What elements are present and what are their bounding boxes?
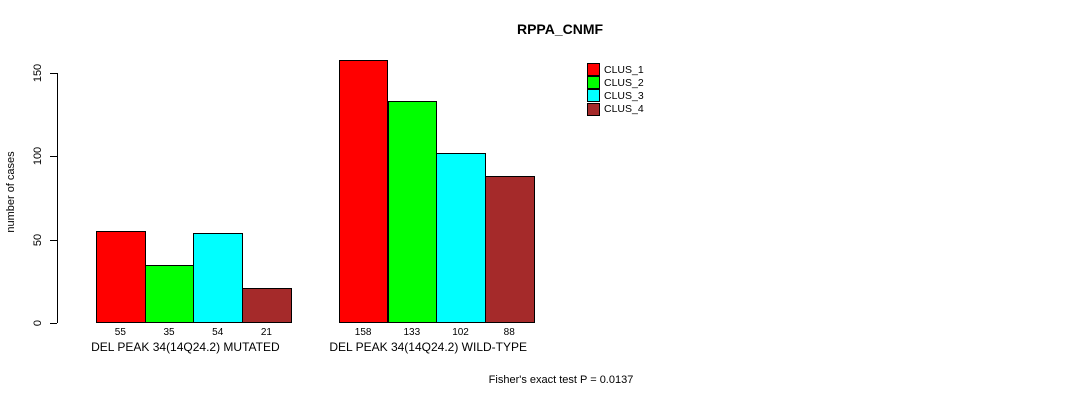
bar (242, 288, 292, 323)
legend-swatch (587, 76, 600, 90)
chart-title: RPPA_CNMF (516, 21, 604, 37)
y-tick (50, 323, 57, 324)
bar-value-label: 35 (163, 327, 175, 338)
bar-value-label: 102 (452, 327, 469, 338)
legend-swatch (587, 63, 600, 77)
bar-value-label: 55 (114, 327, 126, 338)
y-tick (50, 239, 57, 241)
bar (436, 153, 486, 323)
legend-swatch (587, 102, 600, 116)
bar (484, 176, 535, 323)
legend: CLUS_1 CLUS_2 CLUS_3 CLUS_4 (587, 63, 644, 116)
legend-item: CLUS_2 (587, 76, 644, 90)
bar (96, 231, 146, 323)
footnote-text: Fisher's exact test P = 0.0137 (488, 374, 634, 386)
legend-item: CLUS_3 (587, 89, 644, 103)
legend-label: CLUS_3 (604, 89, 644, 102)
y-tick-label: 0 (32, 319, 44, 327)
bar-value-label: 54 (212, 327, 224, 338)
bar-value-label: 158 (354, 327, 372, 338)
y-tick (50, 156, 57, 158)
bar (338, 59, 389, 323)
legend-label: CLUS_1 (604, 63, 644, 76)
bar-value-label: 21 (260, 327, 272, 338)
y-axis-line (57, 73, 58, 323)
y-tick-label: 100 (32, 147, 44, 166)
bar-value-label: 133 (403, 327, 421, 338)
legend-label: CLUS_4 (604, 103, 644, 116)
y-tick-label: 50 (32, 233, 44, 246)
bar-value-label: 88 (503, 327, 515, 338)
legend-item: CLUS_4 (587, 102, 644, 116)
legend-item: CLUS_1 (587, 63, 644, 77)
bar (387, 101, 438, 323)
bar (144, 264, 195, 323)
y-tick (50, 73, 57, 74)
legend-label: CLUS_2 (604, 76, 644, 89)
legend-swatch (587, 89, 600, 103)
y-tick-label: 150 (32, 63, 44, 83)
bar (193, 233, 244, 323)
y-axis-label: number of cases (5, 151, 17, 233)
group-label: DEL PEAK 34(14Q24.2) WILD-TYPE (329, 340, 528, 354)
group-label: DEL PEAK 34(14Q24.2) MUTATED (91, 340, 280, 354)
